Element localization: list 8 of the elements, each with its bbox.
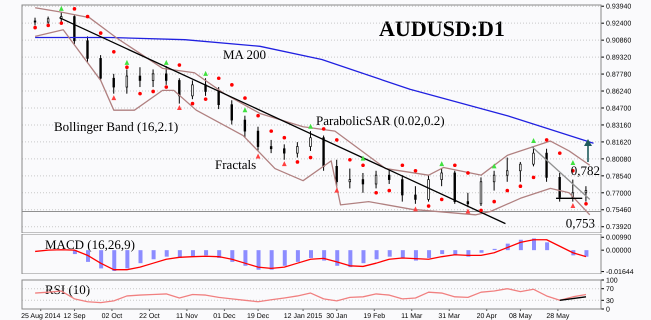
annotation: ParabolicSAR (0.02,0.2) [316,113,445,128]
annotation: 0,782 [570,163,600,178]
annotation: MA 200 [223,47,266,62]
text: AUDUSD:D1 [379,16,505,41]
annotation: Bollinger Band (16,2.1) [54,119,178,134]
chart-title: MACD (16,26,9) [45,237,135,252]
ref-line-label: 0,753 [566,216,595,231]
annotation: Fractals [215,157,256,172]
